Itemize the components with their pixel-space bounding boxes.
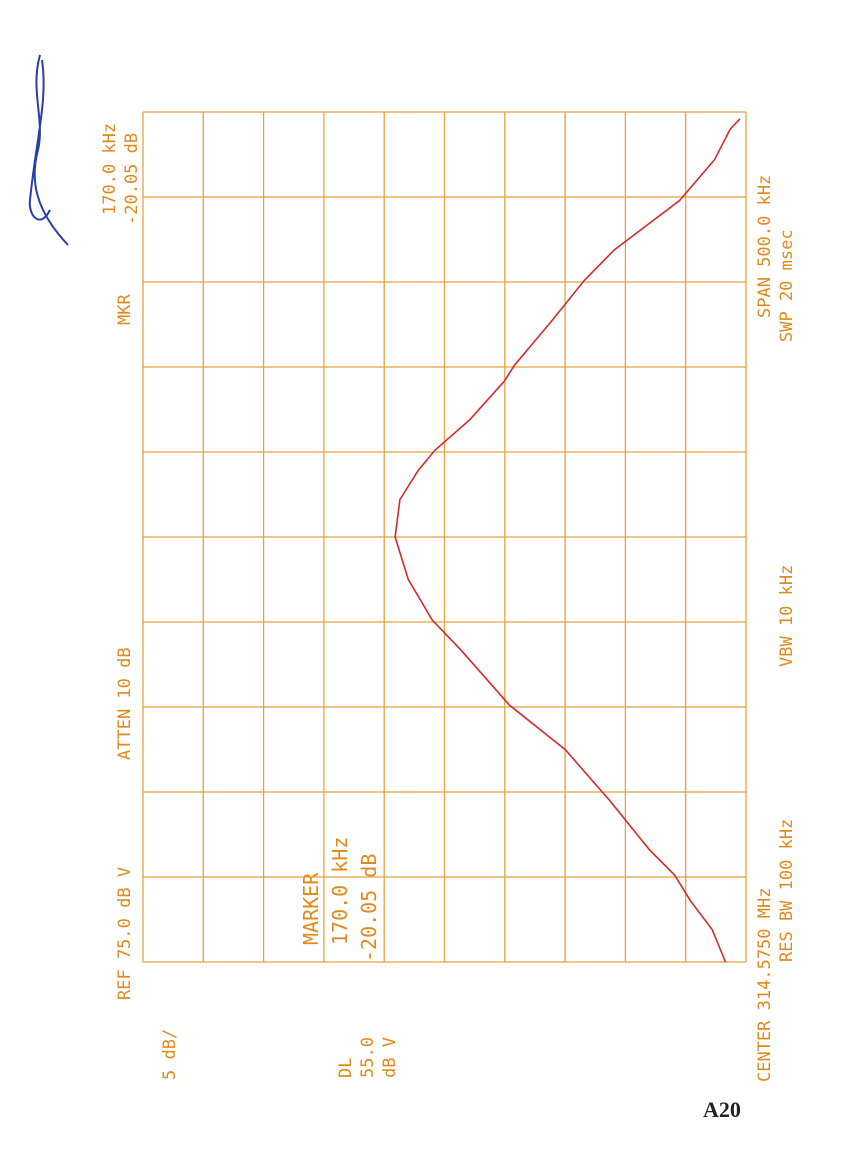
marker-label: MARKER bbox=[299, 872, 323, 945]
dl-label: DL bbox=[336, 1058, 356, 1078]
scale-label: 5 dB/ bbox=[160, 1029, 180, 1080]
trace bbox=[394, 118, 741, 963]
page-label: A20 bbox=[703, 1097, 741, 1122]
center-label: CENTER 314.5750 MHz bbox=[755, 888, 775, 1082]
marker-level: -20.05 dB bbox=[357, 854, 381, 962]
span-label: SPAN 500.0 kHz bbox=[755, 175, 775, 318]
rbw-label: RES BW 100 kHz bbox=[777, 819, 797, 962]
marker-freq: 170.0 kHz bbox=[328, 837, 352, 945]
mkr-level: -20.05 dB bbox=[122, 133, 142, 225]
swp-label: SWP 20 msec bbox=[777, 229, 797, 342]
mkr-label: MKR bbox=[115, 294, 135, 325]
vbw-label: VBW 10 kHz bbox=[777, 565, 797, 667]
signature bbox=[28, 54, 69, 246]
dl-level: 55.0 bbox=[358, 1037, 378, 1078]
dl-unit: dB V bbox=[380, 1037, 400, 1078]
mkr-freq: 170.0 kHz bbox=[100, 123, 120, 215]
atten-label: ATTEN 10 dB bbox=[115, 647, 135, 760]
ref-label: REF 75.0 dB V bbox=[115, 867, 135, 1000]
